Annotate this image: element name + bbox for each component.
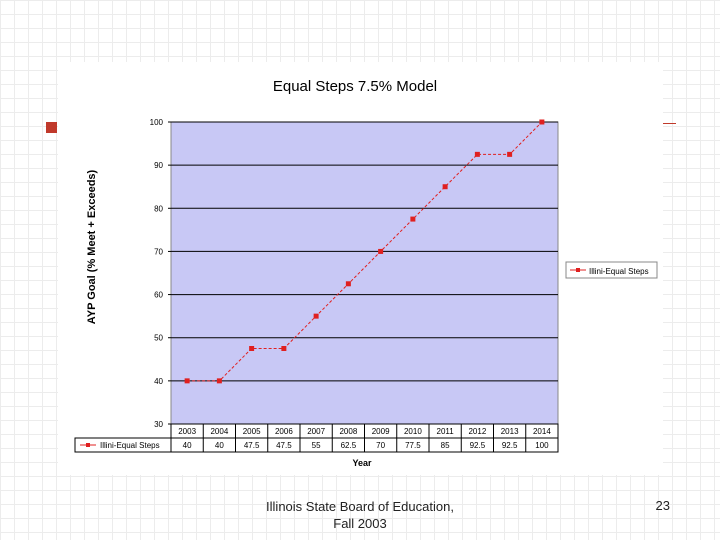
data-point-2014 — [539, 119, 545, 125]
x-category-2010: 2010 — [404, 427, 422, 436]
x-category-2007: 2007 — [307, 427, 325, 436]
legend-marker — [576, 268, 580, 272]
x-category-2004: 2004 — [210, 427, 228, 436]
chart-title: Equal Steps 7.5% Model — [273, 78, 437, 95]
table-value-2008: 62.5 — [341, 441, 357, 450]
bullet-square-icon — [46, 122, 57, 133]
x-category-2006: 2006 — [275, 427, 293, 436]
table-series-label: Illini-Equal Steps — [100, 441, 160, 450]
data-point-2005 — [249, 346, 255, 351]
y-tick-label-70: 70 — [154, 247, 163, 256]
x-axis-label: Year — [352, 458, 372, 468]
right-legend: Illini-Equal Steps — [565, 261, 658, 279]
slide-number: 23 — [655, 498, 670, 513]
table-legend-marker — [86, 443, 90, 447]
series-line — [187, 121, 543, 382]
table-value-2003: 40 — [183, 441, 192, 450]
x-category-2012: 2012 — [468, 427, 486, 436]
x-category-2013: 2013 — [501, 427, 519, 436]
y-tick-label-30: 30 — [154, 420, 163, 429]
table-value-2013: 92.5 — [502, 441, 518, 450]
x-category-2011: 2011 — [437, 427, 455, 436]
table-value-2006: 47.5 — [276, 441, 292, 450]
data-point-2011 — [442, 184, 448, 190]
footer-text: Illinois State Board of Education, Fall … — [230, 498, 490, 532]
footer-line-1: Illinois State Board of Education, — [266, 499, 454, 514]
y-tick-label-100: 100 — [150, 118, 164, 127]
data-point-2010 — [410, 216, 416, 222]
chart-frame: Equal Steps 7.5% Model AYP Goal (% Meet … — [58, 62, 663, 475]
table-value-2004: 40 — [215, 441, 224, 450]
data-point-2013 — [507, 151, 513, 157]
data-point-2012 — [474, 151, 480, 157]
table-value-2010: 77.5 — [405, 441, 421, 450]
table-value-2007: 55 — [312, 441, 321, 450]
legend-label: Illini-Equal Steps — [589, 267, 649, 276]
x-category-2008: 2008 — [339, 427, 357, 436]
x-category-2003: 2003 — [178, 427, 196, 436]
data-point-2009 — [378, 248, 384, 254]
data-point-2006 — [281, 346, 287, 351]
y-tick-label-90: 90 — [154, 161, 163, 170]
data-point-2007 — [313, 313, 319, 319]
y-axis-label: AYP Goal (% Meet + Exceeds) — [86, 169, 98, 324]
table-value-2009: 70 — [376, 441, 385, 450]
chart-svg: Equal Steps 7.5% Model AYP Goal (% Meet … — [74, 78, 658, 468]
y-tick-label-50: 50 — [154, 334, 163, 343]
y-tick-label-40: 40 — [154, 377, 163, 386]
x-category-2014: 2014 — [533, 427, 551, 436]
x-category-2009: 2009 — [372, 427, 390, 436]
plot-area — [170, 121, 559, 425]
data-point-2003 — [184, 378, 190, 384]
x-category-2005: 2005 — [243, 427, 261, 436]
data-point-2004 — [216, 378, 222, 384]
top-accent-line-right — [662, 123, 676, 124]
y-tick-label-60: 60 — [154, 291, 163, 300]
table-value-2012: 92.5 — [470, 441, 486, 450]
footer-line-2: Fall 2003 — [333, 516, 387, 531]
table-value-row — [74, 437, 559, 453]
table-value-2005: 47.5 — [244, 441, 260, 450]
table-value-2014: 100 — [535, 441, 549, 450]
table-value-2011: 85 — [441, 441, 450, 450]
data-point-2008 — [345, 281, 351, 287]
y-tick-label-80: 80 — [154, 204, 163, 213]
